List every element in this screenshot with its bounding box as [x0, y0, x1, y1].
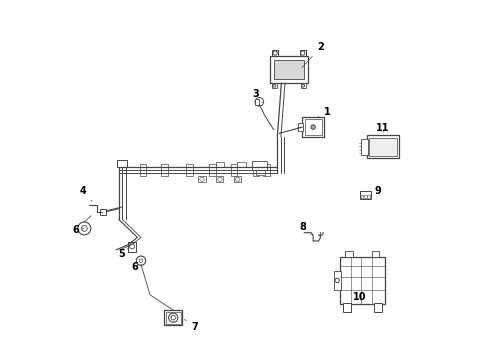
- Bar: [304, 120, 322, 135]
- Circle shape: [129, 244, 135, 249]
- Circle shape: [171, 316, 175, 320]
- Bar: [231, 164, 238, 176]
- Circle shape: [139, 259, 143, 262]
- Bar: [302, 117, 324, 137]
- Bar: [272, 50, 278, 56]
- Bar: [340, 257, 385, 304]
- Bar: [274, 60, 304, 79]
- Text: 7: 7: [184, 319, 198, 332]
- Text: 4: 4: [79, 186, 92, 201]
- Bar: [343, 303, 351, 312]
- Text: 9: 9: [370, 186, 381, 197]
- Text: 10: 10: [353, 292, 367, 302]
- Bar: [117, 160, 127, 167]
- Bar: [299, 50, 306, 56]
- Bar: [234, 176, 242, 182]
- Text: 6: 6: [73, 225, 84, 235]
- Text: 5: 5: [118, 248, 128, 258]
- Bar: [216, 176, 223, 182]
- Circle shape: [302, 84, 304, 87]
- Circle shape: [273, 51, 277, 55]
- Circle shape: [300, 51, 305, 55]
- Bar: [369, 138, 397, 156]
- Bar: [128, 242, 136, 252]
- Bar: [198, 176, 205, 182]
- Circle shape: [255, 98, 264, 106]
- Text: 1: 1: [318, 107, 331, 117]
- Bar: [345, 251, 353, 257]
- Bar: [252, 161, 267, 170]
- Bar: [360, 191, 370, 199]
- Bar: [256, 170, 265, 175]
- Bar: [255, 99, 259, 105]
- Bar: [263, 164, 270, 176]
- Bar: [298, 123, 303, 131]
- Circle shape: [200, 177, 204, 181]
- Bar: [361, 195, 364, 198]
- Circle shape: [335, 278, 339, 283]
- Bar: [161, 164, 168, 176]
- Bar: [164, 310, 182, 325]
- Bar: [210, 164, 216, 176]
- Text: 6: 6: [131, 262, 139, 272]
- Bar: [368, 195, 370, 198]
- Bar: [334, 271, 341, 290]
- Text: 2: 2: [302, 42, 324, 68]
- Bar: [372, 251, 379, 257]
- Circle shape: [236, 177, 240, 181]
- Bar: [100, 209, 106, 215]
- Bar: [166, 312, 181, 324]
- Circle shape: [81, 226, 87, 231]
- Bar: [186, 164, 193, 176]
- Bar: [374, 303, 382, 312]
- Bar: [300, 83, 306, 88]
- Bar: [140, 164, 146, 176]
- Circle shape: [169, 313, 178, 322]
- Circle shape: [218, 177, 222, 181]
- Circle shape: [311, 125, 315, 129]
- Text: 3: 3: [252, 89, 262, 103]
- Bar: [270, 56, 308, 83]
- Circle shape: [78, 222, 91, 235]
- Text: 8: 8: [299, 222, 311, 235]
- Text: 11: 11: [376, 123, 390, 133]
- Bar: [361, 139, 368, 155]
- Bar: [364, 195, 367, 198]
- Circle shape: [136, 256, 146, 265]
- Bar: [367, 135, 399, 158]
- Bar: [252, 164, 259, 176]
- Circle shape: [273, 84, 276, 87]
- Bar: [272, 83, 277, 88]
